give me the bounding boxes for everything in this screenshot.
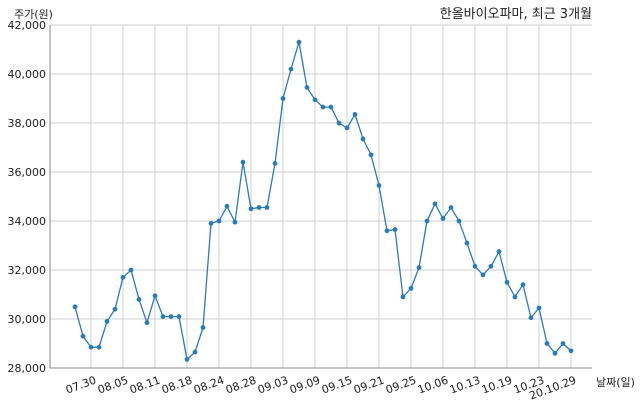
data-point [464,240,470,246]
data-point [456,218,462,224]
x-tick-label: 10.19 [480,374,514,397]
data-point [200,325,206,330]
y-tick-label: 36,000 [8,166,47,179]
y-tick-label: 38,000 [8,117,47,130]
data-point [96,344,102,350]
data-point [216,218,222,224]
data-point [312,97,318,103]
data-point [336,120,342,126]
data-point [176,314,182,319]
x-tick-label: 08.28 [224,374,258,397]
data-point [80,333,86,339]
data-point [256,205,262,210]
data-point [496,249,502,255]
data-point [168,314,174,319]
data-point [560,341,566,346]
y-tick-label: 30,000 [8,313,47,326]
data-point [544,341,550,346]
x-tick-label: 07.30 [64,374,98,397]
data-point [224,203,230,209]
data-point [248,206,254,212]
data-point [408,285,414,291]
data-point [72,304,78,310]
data-point [536,305,542,311]
data-point [136,297,142,302]
data-point [376,183,382,188]
x-tick-label: 08.24 [192,374,226,397]
data-point [160,314,166,319]
y-axis-title: 주가(원) [14,8,53,21]
y-tick-label: 40,000 [8,68,47,81]
x-axis-title: 날짜(일) [596,375,635,389]
data-point [128,267,134,273]
price-line [74,42,572,361]
data-point [296,39,302,45]
x-tick-label: 09.25 [384,374,418,397]
grid [49,24,592,369]
x-tick-label: 08.05 [96,374,130,397]
x-tick-label: 08.18 [160,374,194,397]
y-tick-label: 28,000 [8,362,47,375]
data-point [480,272,486,278]
data-point [448,205,454,210]
data-point [112,306,118,312]
data-point [264,205,270,210]
data-point [472,263,478,269]
data-point [304,85,310,90]
data-point [568,348,574,354]
data-point [416,265,422,270]
data-point [360,136,366,142]
y-tick-label: 34,000 [8,215,47,228]
x-tick-label: 09.03 [256,374,290,397]
data-point [192,349,198,355]
y-tick-label: 32,000 [8,264,47,277]
data-point [432,201,438,207]
data-point [512,294,518,300]
data-point [440,216,446,221]
data-point [384,228,390,234]
y-axis-ticks: 28,000 30,000 32,000 34,000 36,000 38,000 40,0… [8,19,47,375]
data-point [288,66,294,72]
x-tick-label: 09.21 [352,374,386,397]
x-tick-label: 09.09 [288,374,322,397]
data-point [392,227,398,232]
x-axis-ticks: 07.3008.0508.1108.1808.2408.2809.0309.09… [64,374,578,403]
x-tick-label: 08.11 [128,374,162,397]
data-point [424,218,430,224]
plot-area [72,39,574,362]
data-point [144,320,150,326]
y-tick-label: 42,000 [8,19,47,32]
x-tick-label: 09.15 [320,374,354,397]
data-point [528,315,534,321]
data-point [208,221,214,226]
data-point [232,219,238,225]
data-point [104,319,110,324]
data-point [240,159,246,165]
data-point [120,274,126,280]
data-point [88,344,94,350]
data-point [488,263,494,269]
data-point [352,112,358,117]
data-point [520,282,526,288]
data-point [400,294,406,300]
data-point [328,104,334,110]
data-point [504,279,510,285]
x-tick-label: 10.06 [416,374,450,397]
x-tick-label: 10.13 [448,374,482,397]
data-point [280,96,286,101]
data-point [152,293,158,299]
data-point [272,161,278,166]
data-point [552,350,558,356]
data-point [320,104,326,110]
data-point [368,152,374,158]
data-point [184,357,190,362]
chart-title: 한올바이오파마, 최근 3개월 [440,7,592,22]
data-point [344,125,350,131]
